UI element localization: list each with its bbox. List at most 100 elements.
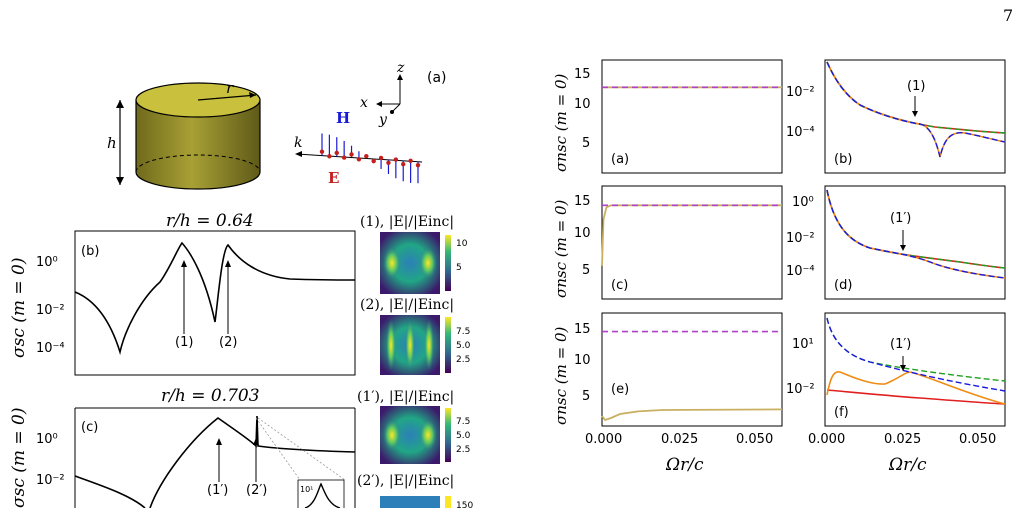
map-2-tick-0: 7.5 bbox=[456, 327, 470, 337]
ytick-c-10: 10 bbox=[574, 226, 591, 241]
grid-label-e: (e) bbox=[611, 382, 629, 397]
curve-b-green bbox=[826, 61, 1006, 134]
panel-c-title: r/h = 0.703 bbox=[161, 386, 260, 406]
panel-c-curve bbox=[74, 415, 356, 508]
panel-b-frame bbox=[74, 230, 356, 376]
height-arrowhead-bottom bbox=[116, 177, 124, 185]
grid-label-a: (a) bbox=[611, 152, 629, 167]
spectra-grid: (a) (b) (c) (d) (e) (f) 15 10 5 15 10 5 … bbox=[552, 59, 1006, 475]
field-H-label: H bbox=[336, 109, 350, 127]
panel-c-marker-2: (2′) bbox=[246, 483, 267, 498]
field-maps: (1), |E|/|Einc| 10 5 (2), |E|/|Einc| 7.5… bbox=[357, 214, 473, 508]
map-1-tick-1: 5 bbox=[456, 263, 462, 273]
map-2-tick-2: 2.5 bbox=[456, 355, 470, 365]
inset-tick: 10¹ bbox=[300, 485, 313, 494]
grid-panel-f-frame bbox=[824, 312, 1006, 427]
y-axis-head bbox=[390, 110, 394, 114]
map-2-lobe-1 bbox=[386, 319, 396, 371]
curve-b-orange bbox=[826, 61, 1006, 158]
axis-x-label: x bbox=[360, 95, 368, 111]
ytick-f-1e1: 10¹ bbox=[792, 337, 814, 352]
e-field-dot bbox=[356, 157, 362, 162]
panel-c-marker-1: (1′) bbox=[207, 483, 228, 498]
ytick-a-15: 15 bbox=[574, 67, 591, 82]
ytick-b-1e-2: 10⁻² bbox=[786, 85, 815, 100]
page-number: 7 bbox=[1003, 6, 1014, 25]
em-wave-schematic: k H E bbox=[294, 109, 423, 187]
wave-k-label: k bbox=[294, 135, 302, 151]
e-field-dot bbox=[341, 155, 347, 160]
xtick-e-1: 0.025 bbox=[661, 432, 698, 447]
xlabel-left: Ωr/c bbox=[665, 455, 704, 475]
ylabel-e: σnsc (m = 0) bbox=[552, 327, 570, 425]
ytick-a-10: 10 bbox=[574, 97, 591, 112]
axis-y-label: y bbox=[378, 112, 388, 128]
height-label: h bbox=[107, 134, 117, 152]
curve-f-blue bbox=[826, 317, 1006, 392]
map-1p-tick-2: 2.5 bbox=[456, 445, 470, 455]
panel-c-ytick-2: 10⁻² bbox=[36, 473, 65, 488]
map-1-lobe-left bbox=[383, 247, 401, 279]
marker-b: (1) bbox=[907, 79, 925, 94]
grid-label-c: (c) bbox=[611, 278, 628, 293]
curve-f-red bbox=[826, 389, 1006, 405]
e-field-dot bbox=[393, 157, 399, 162]
cylinder-schematic: r h bbox=[107, 79, 261, 190]
map-1-colorbar bbox=[445, 235, 451, 291]
map-1-title: (1), |E|/|Einc| bbox=[360, 214, 454, 230]
marker-f-arrowhead bbox=[900, 365, 906, 371]
e-field-dot bbox=[349, 152, 354, 157]
inset-connector bbox=[255, 417, 301, 481]
e-field-dot bbox=[371, 158, 376, 164]
xtick-f-2: 0.050 bbox=[959, 432, 996, 447]
ytick-e-10: 10 bbox=[574, 353, 591, 368]
ylabel-c: σnsc (m = 0) bbox=[552, 200, 570, 298]
curve-f-green bbox=[826, 317, 1006, 382]
coordinate-axes: z x y (a) bbox=[360, 60, 447, 128]
grid-label-d: (d) bbox=[834, 278, 852, 293]
marker-f: (1′) bbox=[890, 337, 911, 352]
xtick-f-0: 0.000 bbox=[808, 432, 845, 447]
panel-b-arrowhead-2 bbox=[225, 260, 231, 267]
panel-c-label: (c) bbox=[81, 420, 98, 435]
grid-panel-e-frame bbox=[601, 312, 783, 427]
map-1p-colorbar bbox=[445, 408, 451, 462]
grid-panel-c-frame bbox=[601, 185, 783, 300]
grid-panel-b-frame bbox=[824, 59, 1006, 174]
curve-b-red bbox=[826, 61, 1006, 134]
x-axis-head bbox=[376, 101, 382, 107]
ytick-d-1e-4: 10⁻⁴ bbox=[786, 264, 815, 279]
map-2-lobe-2 bbox=[405, 319, 415, 371]
panel-c-ylabel: σsc (m = 0) bbox=[9, 407, 29, 508]
radius-arrowhead bbox=[249, 92, 256, 98]
inset-connector-2 bbox=[257, 417, 346, 481]
xlabel-right: Ωr/c bbox=[888, 455, 927, 475]
ytick-b-1e-4: 10⁻⁴ bbox=[786, 125, 815, 140]
marker-d-arrowhead bbox=[900, 245, 906, 251]
grid-panel-d-frame bbox=[824, 185, 1006, 300]
radius-arrow bbox=[197, 94, 257, 101]
e-field-dot bbox=[415, 163, 421, 168]
panel-c-ytick-0: 10⁰ bbox=[36, 432, 58, 447]
ytick-e-5: 5 bbox=[582, 389, 590, 404]
e-field-dot bbox=[401, 162, 406, 167]
map-2p-tick-0: 150 bbox=[456, 501, 473, 508]
curve-f-orange bbox=[826, 371, 1006, 405]
panel-b-marker-1: (1) bbox=[175, 335, 193, 350]
panel-b-curve bbox=[74, 241, 356, 356]
map-1p-tick-1: 5.0 bbox=[456, 431, 471, 441]
map-2-title: (2), |E|/|Einc| bbox=[360, 297, 454, 313]
panel-b-ylabel: σsc (m = 0) bbox=[9, 257, 29, 358]
z-axis-head bbox=[397, 74, 403, 80]
ytick-a-5: 5 bbox=[582, 136, 590, 151]
map-2p-image bbox=[380, 496, 440, 508]
ytick-c-15: 15 bbox=[574, 194, 591, 209]
e-field-dot bbox=[319, 149, 325, 154]
map-1p-title: (1′), |E|/|Einc| bbox=[357, 389, 454, 405]
cylinder-side bbox=[135, 99, 261, 190]
ytick-f-1e-2: 10⁻² bbox=[786, 382, 815, 397]
e-field-dot bbox=[408, 158, 413, 163]
wave-direction-head bbox=[295, 151, 302, 157]
panel-b-arrowhead-1 bbox=[181, 260, 187, 267]
